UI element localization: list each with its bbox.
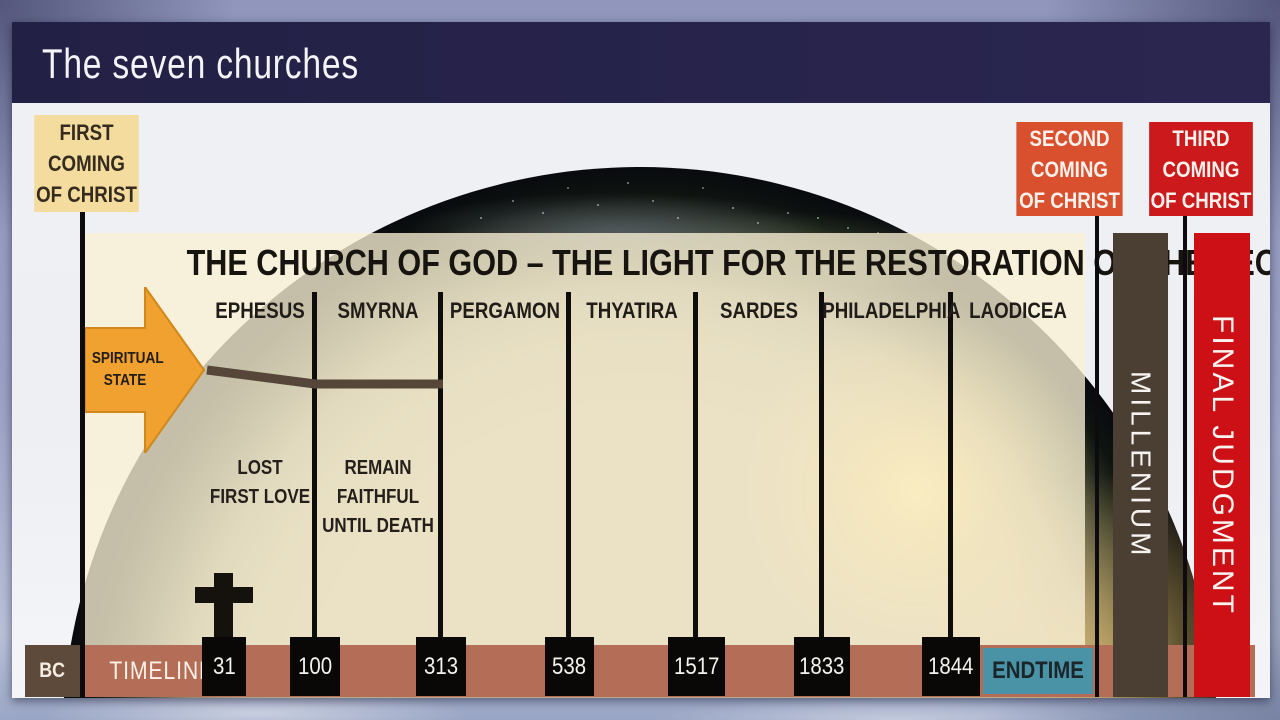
first-coming-box: FIRST COMING OF CHRIST [34, 115, 139, 212]
cross-icon [195, 573, 253, 663]
year-marker-538: 538 [545, 637, 594, 696]
bc-box: BC [25, 645, 80, 697]
church-label-philadelphia: PHILADELPHIA [822, 298, 961, 323]
panel-title: THE CHURCH OF GOD – THE LIGHT FOR THE RE… [186, 242, 1270, 283]
third-coming-box: THIRD COMING OF CHRIST [1149, 122, 1253, 216]
slide-title: The seven churches [42, 40, 359, 87]
endtime-box: ENDTIME [983, 648, 1093, 694]
church-label-smyrna: SMYRNA [337, 298, 419, 323]
church-divider [566, 292, 571, 645]
year-marker-1833: 1833 [794, 637, 850, 696]
third-coming-line [1183, 216, 1187, 697]
church-label-pergamon: PERGAMON [449, 298, 561, 323]
year-marker-1517: 1517 [668, 637, 725, 696]
church-label-sardes: SARDES [720, 298, 798, 323]
church-label-thyatira: THYATIRA [586, 298, 678, 323]
year-marker-100: 100 [290, 637, 340, 696]
year-marker-31: 31 [202, 637, 246, 696]
first-coming-line [80, 212, 85, 697]
final-judgment-bar: FINAL JUDGMENT [1194, 233, 1250, 697]
church-divider [438, 292, 443, 645]
smyrna-note: REMAIN FAITHFUL UNTIL DEATH [322, 457, 434, 537]
spiritual-state-label: SPIRITUAL STATE [91, 350, 164, 389]
slide: The seven churches THE CHURCH OF GOD – T… [12, 22, 1270, 698]
year-marker-1844: 1844 [922, 637, 980, 696]
timeline-label: TIMELINE [109, 657, 215, 685]
year-marker-313: 313 [416, 637, 466, 696]
church-divider [819, 292, 824, 645]
millenium-bar: MILLENIUM [1113, 233, 1168, 697]
church-label-laodicea: LAODICEA [969, 298, 1067, 323]
second-coming-line [1095, 216, 1099, 697]
church-divider [948, 292, 953, 645]
title-bar: The seven churches [12, 22, 1270, 103]
church-divider [693, 292, 698, 645]
second-coming-box: SECOND COMING OF CHRIST [1016, 122, 1123, 216]
church-divider [312, 292, 317, 645]
right-arrow-icon [85, 287, 205, 453]
spiritual-decline-line [206, 365, 443, 389]
ephesus-note: LOST FIRST LOVE [209, 457, 311, 508]
church-panel [85, 233, 1085, 645]
church-label-ephesus: EPHESUS [215, 298, 305, 323]
